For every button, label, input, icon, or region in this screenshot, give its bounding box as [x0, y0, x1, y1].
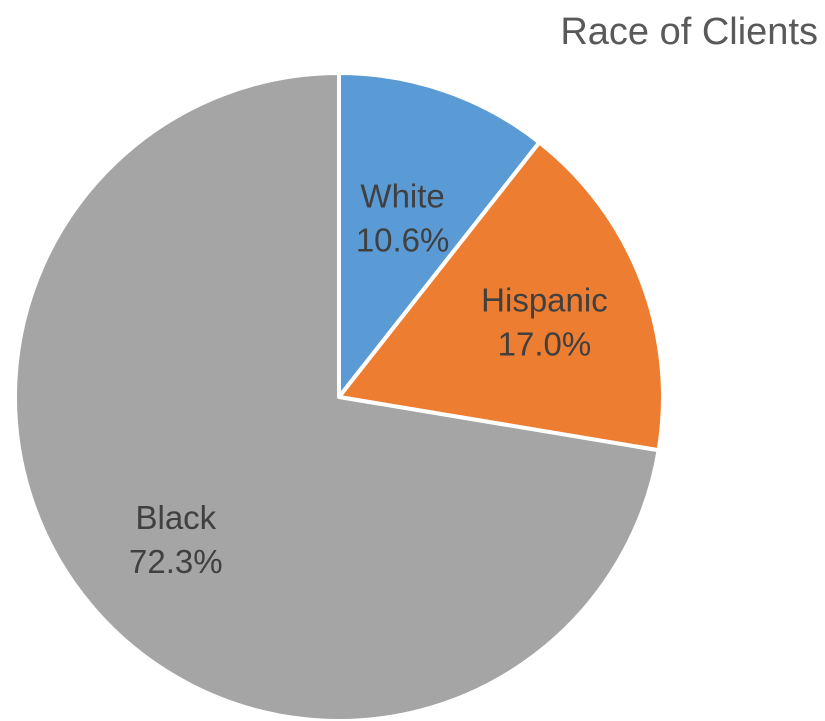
pie-slice-hispanic — [337, 140, 665, 453]
chart-title: Race of Clients — [560, 11, 818, 53]
slice-label-white: White — [360, 177, 444, 214]
slice-percent-black: 72.3% — [129, 543, 223, 580]
pie-slices — [13, 71, 665, 721]
pie-slice-white — [337, 71, 542, 399]
slice-label-hispanic: Hispanic — [481, 281, 608, 318]
slice-percent-hispanic: 17.0% — [498, 325, 592, 362]
pie-labels: White 10.6% Hispanic 17.0% Black 72.3% — [129, 177, 608, 580]
pie-slice-black — [13, 71, 661, 721]
slice-percent-white: 10.6% — [356, 221, 450, 258]
slice-label-black: Black — [135, 499, 216, 536]
